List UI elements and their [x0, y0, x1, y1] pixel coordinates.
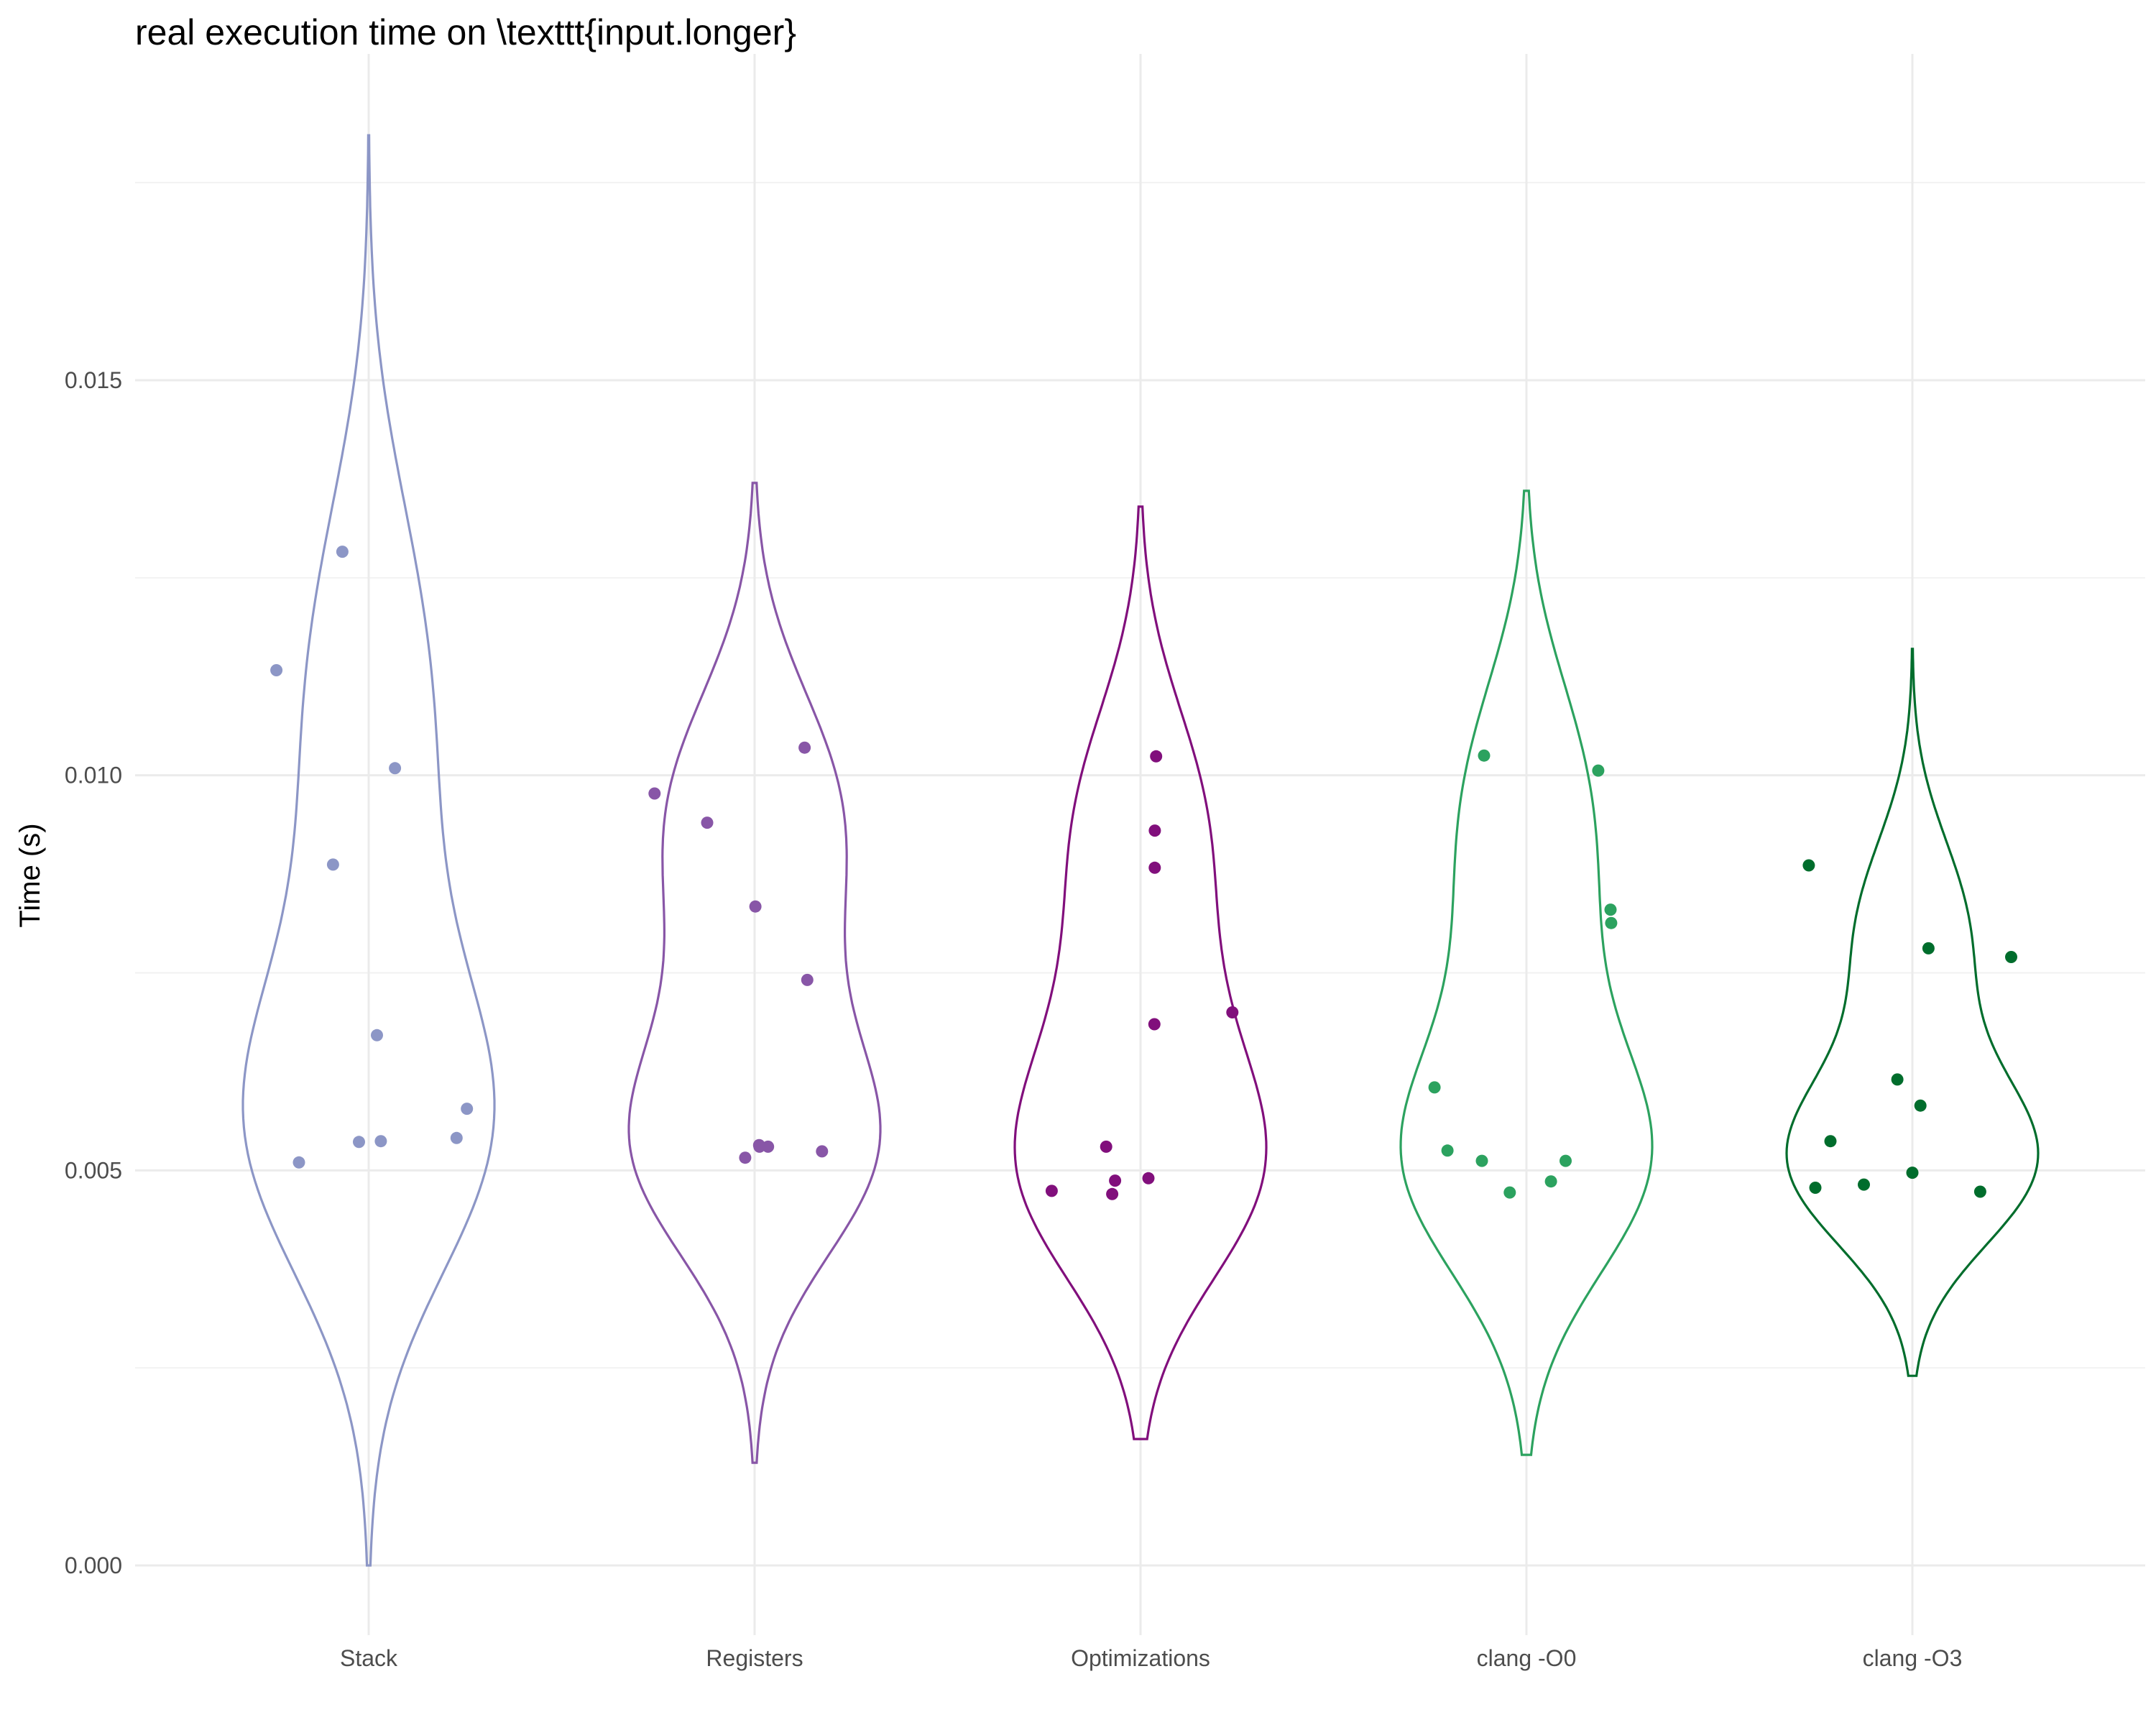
x-tick-label: Stack: [340, 1645, 398, 1671]
data-point: [816, 1145, 829, 1158]
data-point: [450, 1131, 463, 1144]
data-point: [648, 787, 661, 800]
data-point: [752, 1138, 765, 1151]
data-point: [1973, 1185, 1986, 1198]
data-point: [1441, 1144, 1454, 1157]
data-point: [1544, 1175, 1557, 1188]
data-point: [1503, 1186, 1516, 1199]
data-point: [1891, 1073, 1904, 1086]
data-point: [1824, 1135, 1837, 1148]
data-point: [1150, 750, 1163, 763]
grid: [135, 54, 2145, 1635]
data-point: [1914, 1099, 1927, 1112]
data-points: [270, 546, 2017, 1200]
data-point: [292, 1156, 305, 1169]
data-point: [1148, 824, 1161, 837]
data-point: [1475, 1154, 1488, 1167]
violin-clang-o0: [1399, 489, 1654, 1456]
data-point: [2005, 951, 2017, 963]
data-point: [1560, 1154, 1572, 1167]
x-axis-tick-labels: Stack Registers Optimizations clang -O0 clan…: [340, 1645, 1962, 1671]
violin-registers: [627, 482, 882, 1464]
y-axis-label: Time (s): [14, 823, 46, 927]
violins: [241, 134, 2040, 1567]
y-tick-label: 0.005: [65, 1157, 122, 1183]
data-point: [1906, 1167, 1919, 1179]
data-point: [389, 762, 402, 775]
data-point: [1100, 1140, 1112, 1153]
data-point: [1109, 1174, 1122, 1187]
data-point: [1809, 1182, 1822, 1194]
data-point: [1478, 749, 1491, 762]
data-point: [1604, 903, 1617, 916]
data-point: [739, 1151, 752, 1164]
chart-title: real execution time on \texttt{input.lon…: [135, 12, 796, 52]
violin-optimizations: [1013, 505, 1268, 1440]
data-point: [374, 1135, 387, 1148]
y-tick-label: 0.010: [65, 763, 122, 788]
x-tick-label: clang -O3: [1863, 1645, 1963, 1671]
data-point: [326, 858, 339, 871]
data-point: [1226, 1006, 1239, 1018]
data-point: [798, 741, 811, 754]
data-point: [1802, 859, 1815, 872]
data-point: [1045, 1184, 1058, 1197]
data-point: [1106, 1187, 1119, 1200]
x-tick-label: Optimizations: [1071, 1645, 1210, 1671]
data-point: [336, 546, 349, 558]
data-point: [749, 900, 762, 913]
data-point: [371, 1029, 383, 1041]
data-point: [270, 664, 283, 676]
data-point: [1858, 1178, 1870, 1191]
data-point: [1142, 1172, 1155, 1184]
data-point: [1605, 916, 1618, 929]
data-point: [801, 973, 814, 986]
data-point: [1148, 861, 1161, 874]
y-tick-label: 0.000: [65, 1552, 122, 1578]
violin-stack: [241, 134, 496, 1567]
data-point: [701, 816, 714, 829]
y-tick-label: 0.015: [65, 367, 122, 393]
data-point: [1592, 764, 1605, 777]
y-axis-tick-labels: 0.000 0.005 0.010 0.015: [65, 367, 122, 1578]
data-point: [1148, 1018, 1161, 1031]
data-point: [1428, 1081, 1441, 1094]
data-point: [1922, 942, 1935, 954]
data-point: [353, 1136, 365, 1149]
data-point: [461, 1103, 474, 1116]
violin-clang-o3: [1785, 648, 2040, 1377]
x-tick-label: Registers: [706, 1645, 803, 1671]
x-tick-label: clang -O0: [1477, 1645, 1577, 1671]
